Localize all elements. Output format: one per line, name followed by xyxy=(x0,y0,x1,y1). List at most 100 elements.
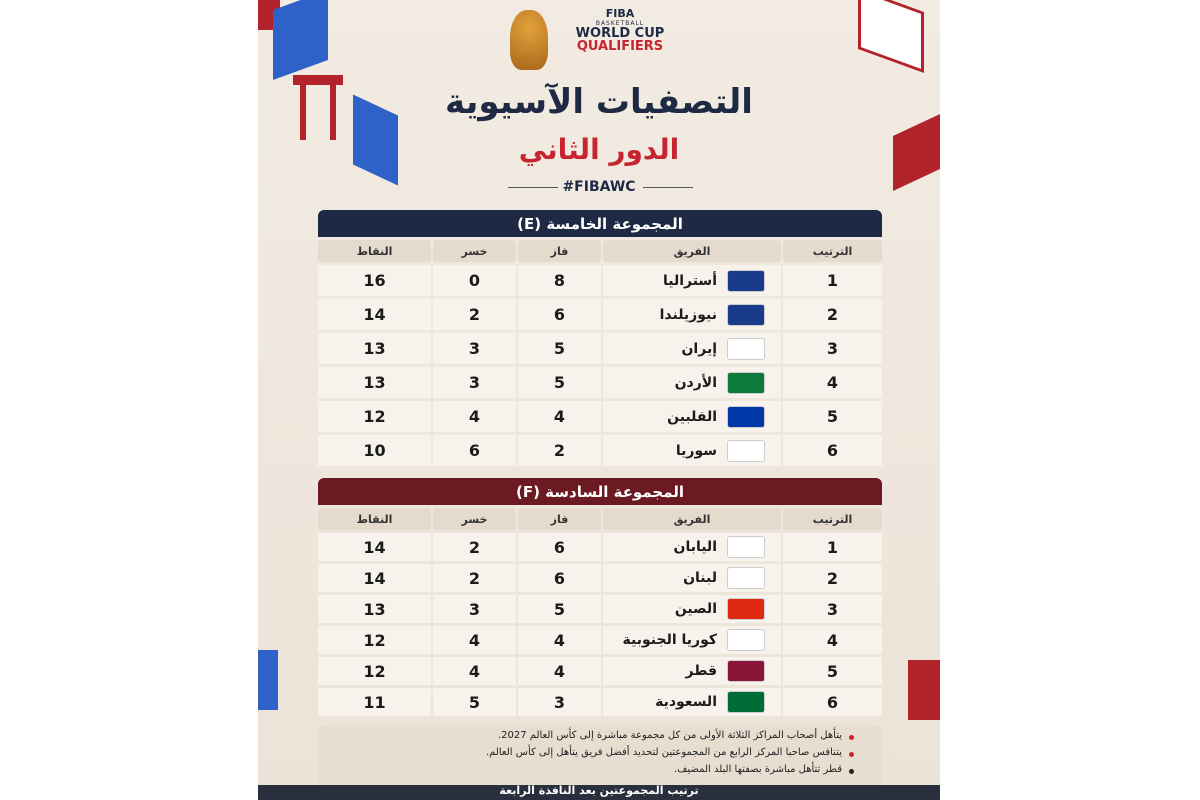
rank: 1 xyxy=(783,533,882,561)
logo-text: WORLD CUP xyxy=(575,26,665,41)
title: التصفيات الآسيوية xyxy=(445,82,753,122)
hashtag: #FIBAWC xyxy=(562,179,636,195)
stat: 4 xyxy=(518,401,601,432)
rank: 3 xyxy=(783,595,882,623)
stat: 4 xyxy=(433,626,516,654)
team-name: الأردن xyxy=(674,374,717,391)
team-name: الصين xyxy=(674,601,717,617)
team-name: لبنان xyxy=(683,570,717,586)
stat: 4 xyxy=(433,401,516,432)
stat: 5 xyxy=(518,595,601,623)
notes: يتأهل أصحاب المراكز الثلاثة الأولى من كل… xyxy=(318,725,882,785)
rank: 4 xyxy=(783,626,882,654)
stat: 6 xyxy=(433,435,516,466)
team-cell: الصين xyxy=(603,595,781,623)
team-cell: سوريا xyxy=(603,435,781,466)
stat: 12 xyxy=(318,657,431,685)
note: قطر تتأهل مباشرة بصفتها البلد المضيف. xyxy=(673,764,842,775)
team-name: الفلبين xyxy=(667,408,717,425)
team-cell: السعودية xyxy=(603,688,781,716)
stat: 2 xyxy=(518,435,601,466)
stat: 14 xyxy=(318,533,431,561)
team-name: كوريا الجنوبية xyxy=(622,632,717,648)
flag xyxy=(727,660,765,682)
stat: 8 xyxy=(518,265,601,296)
rank: 2 xyxy=(783,564,882,592)
team-cell: نيوزيلندا xyxy=(603,299,781,330)
team-name: أستراليا xyxy=(662,272,717,289)
column-header: خسر xyxy=(433,508,516,530)
stat: 3 xyxy=(433,333,516,364)
column-header: الترتيب xyxy=(783,508,882,530)
decor xyxy=(293,75,343,85)
team-name: إيران xyxy=(681,340,717,357)
stat: 3 xyxy=(433,367,516,398)
group-header: المجموعة السادسة (F) xyxy=(318,478,882,505)
stat: 6 xyxy=(518,533,601,561)
rank: 2 xyxy=(783,299,882,330)
team-cell: قطر xyxy=(603,657,781,685)
team-cell: كوريا الجنوبية xyxy=(603,626,781,654)
team-cell: اليابان xyxy=(603,533,781,561)
team-cell: إيران xyxy=(603,333,781,364)
rank: 6 xyxy=(783,435,882,466)
stat: 4 xyxy=(518,657,601,685)
logo-text: BASKETBALL xyxy=(595,20,645,27)
group-header: المجموعة الخامسة (E) xyxy=(318,210,882,237)
team-name: السعودية xyxy=(655,694,717,710)
flag xyxy=(727,269,765,292)
logo-text: QUALIFIERS xyxy=(576,39,664,54)
rule xyxy=(643,187,693,188)
stat: 11 xyxy=(318,688,431,716)
column-header: النقاط xyxy=(318,508,431,530)
team-cell: الفلبين xyxy=(603,401,781,432)
trophy xyxy=(510,10,548,70)
stat: 16 xyxy=(318,265,431,296)
flag xyxy=(727,303,765,326)
stat: 6 xyxy=(518,299,601,330)
column-header: فاز xyxy=(518,508,601,530)
bullet xyxy=(849,752,854,757)
subtitle: الدور الثاني xyxy=(518,133,680,166)
column-header: الترتيب xyxy=(783,240,882,262)
rank: 5 xyxy=(783,401,882,432)
flag xyxy=(727,567,765,589)
team-cell: أستراليا xyxy=(603,265,781,296)
flag xyxy=(727,629,765,651)
bullet xyxy=(849,735,854,740)
rank: 4 xyxy=(783,367,882,398)
rank: 3 xyxy=(783,333,882,364)
flag xyxy=(727,337,765,360)
stat: 10 xyxy=(318,435,431,466)
decor xyxy=(258,650,278,710)
team-name: نيوزيلندا xyxy=(659,306,717,323)
stat: 14 xyxy=(318,564,431,592)
column-header: الفريق xyxy=(603,508,781,530)
stat: 5 xyxy=(518,333,601,364)
team-cell: الأردن xyxy=(603,367,781,398)
flag xyxy=(727,598,765,620)
logo-brand: FIBA xyxy=(605,7,635,20)
team-cell: لبنان xyxy=(603,564,781,592)
note: يتنافس صاحبا المركز الرابع من المجموعتين… xyxy=(485,747,842,758)
stat: 6 xyxy=(518,564,601,592)
column-header: النقاط xyxy=(318,240,431,262)
stat: 4 xyxy=(518,626,601,654)
stat: 3 xyxy=(518,688,601,716)
note: يتأهل أصحاب المراكز الثلاثة الأولى من كل… xyxy=(497,730,842,741)
decor xyxy=(330,85,336,140)
stat: 2 xyxy=(433,533,516,561)
team-name: قطر xyxy=(685,663,717,679)
stat: 12 xyxy=(318,401,431,432)
rule xyxy=(508,187,558,188)
poster: FIBA BASKETBALL WORLD CUP QUALIFIERS الت… xyxy=(258,0,940,800)
notes-box xyxy=(318,725,882,785)
stat: 4 xyxy=(433,657,516,685)
stat: 5 xyxy=(518,367,601,398)
column-header: خسر xyxy=(433,240,516,262)
stat: 13 xyxy=(318,595,431,623)
stat: 14 xyxy=(318,299,431,330)
decor xyxy=(300,85,306,140)
footer: ترتيب المجموعتين بعد النافذة الرابعة xyxy=(499,784,699,797)
